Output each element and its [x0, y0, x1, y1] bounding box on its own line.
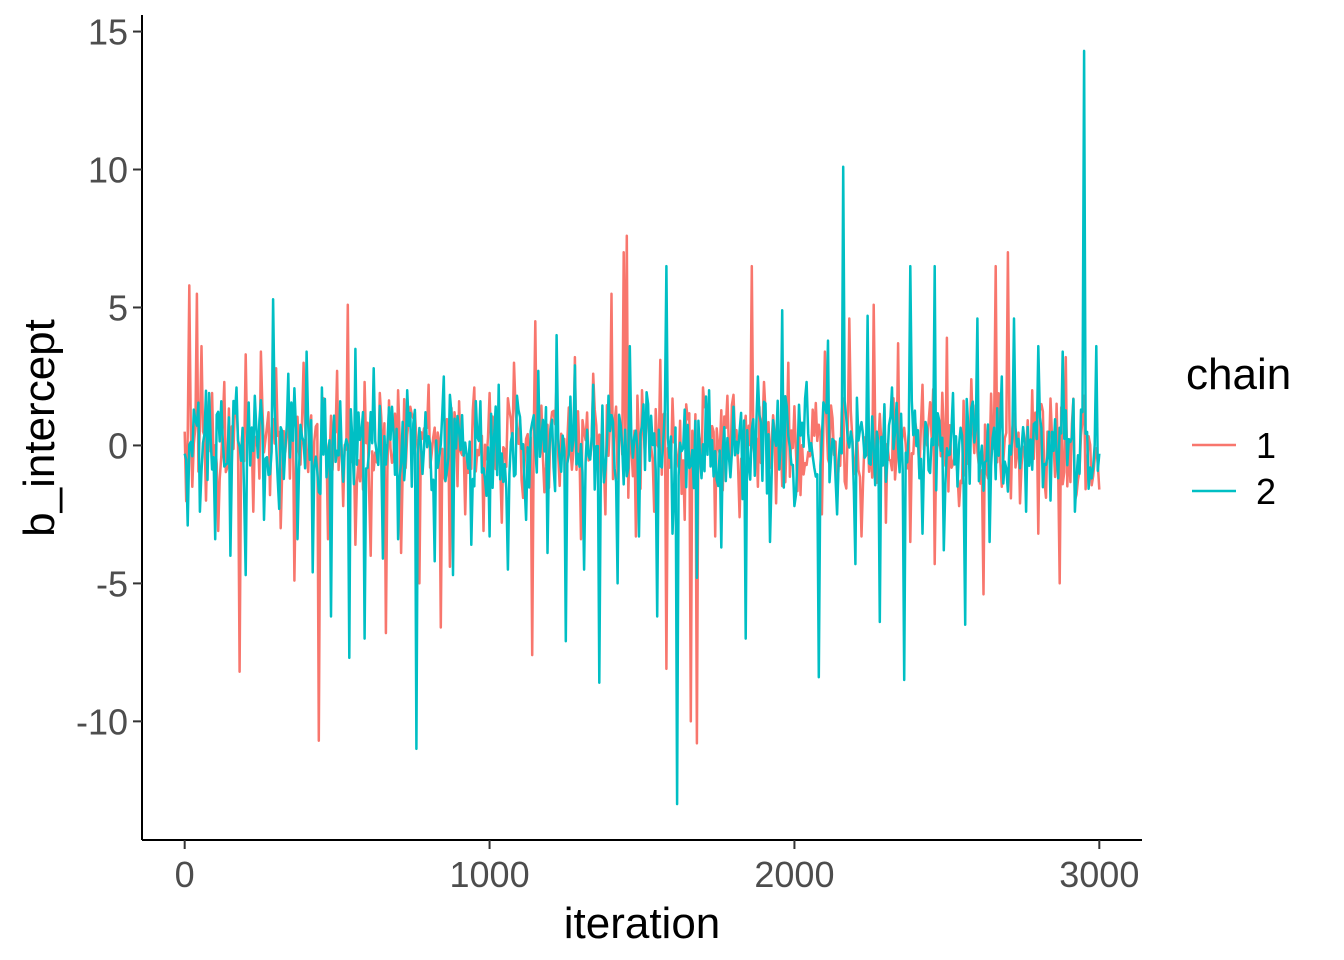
y-tick-label: -10 — [76, 701, 128, 742]
y-axis-title: b_intercept — [15, 319, 64, 537]
x-tick-label: 0 — [175, 854, 195, 895]
legend-label-chain-1: 1 — [1256, 425, 1276, 466]
x-axis: 0 1000 2000 3000 — [142, 839, 1142, 895]
y-tick-label: 5 — [108, 287, 128, 328]
x-axis-title: iteration — [564, 899, 721, 948]
x-tick-label: 2000 — [754, 854, 834, 895]
y-axis: -10 -5 0 5 10 15 — [76, 12, 143, 840]
legend-label-chain-2: 2 — [1256, 471, 1276, 512]
x-tick-label: 1000 — [450, 854, 530, 895]
series-line-chain-1 — [183, 234, 1101, 745]
y-tick-label: 0 — [108, 425, 128, 466]
y-tick-label: 10 — [88, 150, 128, 191]
plot-area — [183, 49, 1101, 806]
legend-title: chain — [1186, 350, 1291, 399]
legend: chain 1 2 — [1186, 350, 1291, 512]
y-tick-label: 15 — [88, 12, 128, 53]
x-tick-label: 3000 — [1059, 854, 1139, 895]
y-tick-label: -5 — [96, 563, 128, 604]
series-line-chain-2 — [183, 49, 1101, 806]
